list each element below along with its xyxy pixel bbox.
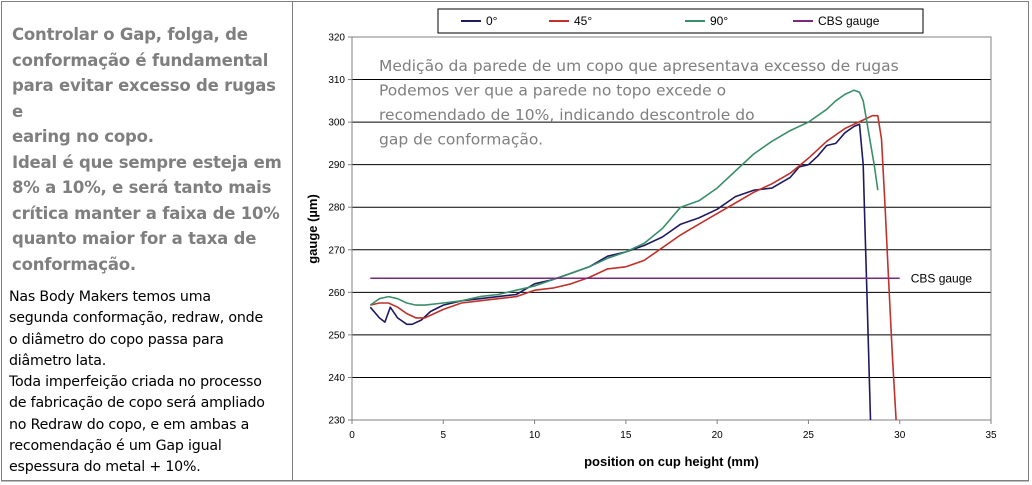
annotation-line: Podemos ver que a parede no topo excede … xyxy=(379,82,726,100)
legend-entry-label: 0° xyxy=(486,14,498,28)
heading-line: conformação. xyxy=(12,254,136,274)
x-tick-label: 10 xyxy=(529,430,541,441)
x-tick-label: 5 xyxy=(441,430,447,441)
body-line: espessura do metal + 10%. xyxy=(9,459,201,476)
chart-annotation: Medição da parede de um copo que apresen… xyxy=(379,57,899,149)
annotation-line: recomendado de 10%, indicando descontrol… xyxy=(379,106,755,124)
x-tick-label: 35 xyxy=(985,430,997,441)
gap-explanation-heading: Controlar o Gap, folga, de conformação é… xyxy=(12,22,287,277)
heading-line: 8% a 10%, e será tanto mais xyxy=(12,178,272,197)
body-line: de fabricação de copo será ampliado xyxy=(9,395,265,412)
body-line: Toda imperfeição criada no processo xyxy=(9,374,262,391)
y-tick-label: 300 xyxy=(328,118,345,129)
annotation-line: gap de conformação. xyxy=(379,131,543,149)
heading-line: crítica manter a faixa de 10% xyxy=(12,203,280,223)
axis-ticks: 230 240 250 260 270 280 290 300 310 320 0 5 10 15 20 25… xyxy=(328,33,997,442)
left-text-panel: Controlar o Gap, folga, de conformação é… xyxy=(9,22,287,479)
series-line xyxy=(370,114,897,421)
legend-box xyxy=(437,8,924,34)
y-tick-label: 270 xyxy=(328,245,345,256)
bottom-rule xyxy=(1,481,1029,482)
series-line xyxy=(369,89,879,306)
legend-entry-label: CBS gauge xyxy=(818,14,880,28)
body-line: recomendação é um Gap igual xyxy=(9,438,222,455)
series-lines: CBS gauge xyxy=(369,89,973,421)
x-tick-label: 20 xyxy=(712,430,724,441)
legend: 0° 45° 90° CBS gauge xyxy=(437,8,924,34)
y-tick-label: 240 xyxy=(328,373,345,384)
heading-line: conformação é fundamental xyxy=(12,50,269,70)
cbs-gauge-line-label: CBS gauge xyxy=(911,271,973,285)
redraw-explanation-body: Nas Body Makers temos uma segunda confor… xyxy=(9,287,287,479)
y-tick-label: 230 xyxy=(328,416,345,427)
legend-entry-label: 45° xyxy=(574,14,592,28)
x-axis-title: position on cup height (mm) xyxy=(584,454,759,469)
x-tick-label: 25 xyxy=(803,430,815,441)
body-line: no Redraw do copo, e em ambas a xyxy=(9,416,250,433)
legend-entry-label: 90° xyxy=(710,14,728,28)
y-tick-label: 260 xyxy=(328,288,345,299)
heading-line: para evitar excesso de rugas e xyxy=(12,76,276,121)
y-axis-title: gauge (µm) xyxy=(305,194,320,264)
annotation-line: Medição da parede de um copo que apresen… xyxy=(379,57,899,75)
y-tick-label: 250 xyxy=(328,330,345,341)
x-tick-label: 15 xyxy=(620,430,632,441)
y-tick-label: 310 xyxy=(328,75,345,86)
plot-area xyxy=(351,36,992,421)
heading-line: earing no copo. xyxy=(12,127,154,146)
y-tick-label: 280 xyxy=(328,203,345,214)
x-tick-label: 0 xyxy=(349,430,355,441)
gauge-line-chart: 230 240 250 260 270 280 290 300 310 320 0 5 10 15 20 25… xyxy=(305,8,997,469)
y-tick-label: 290 xyxy=(328,160,345,171)
body-line: segunda conformação, redraw, onde xyxy=(9,310,263,327)
series-line xyxy=(369,123,872,421)
grid-lines xyxy=(352,79,991,378)
body-line: Nas Body Makers temos uma xyxy=(9,289,211,305)
heading-line: Ideal é que sempre esteja em xyxy=(12,152,282,172)
heading-line: Controlar o Gap, folga, de xyxy=(12,25,248,44)
panel-divider xyxy=(292,1,293,481)
y-tick-label: 320 xyxy=(328,33,345,44)
body-line: o diâmetro do copo passa para xyxy=(9,331,224,348)
x-tick-label: 30 xyxy=(894,430,906,441)
body-line: diâmetro lata. xyxy=(9,352,107,369)
heading-line: quanto maior for a taxa de xyxy=(12,229,257,248)
